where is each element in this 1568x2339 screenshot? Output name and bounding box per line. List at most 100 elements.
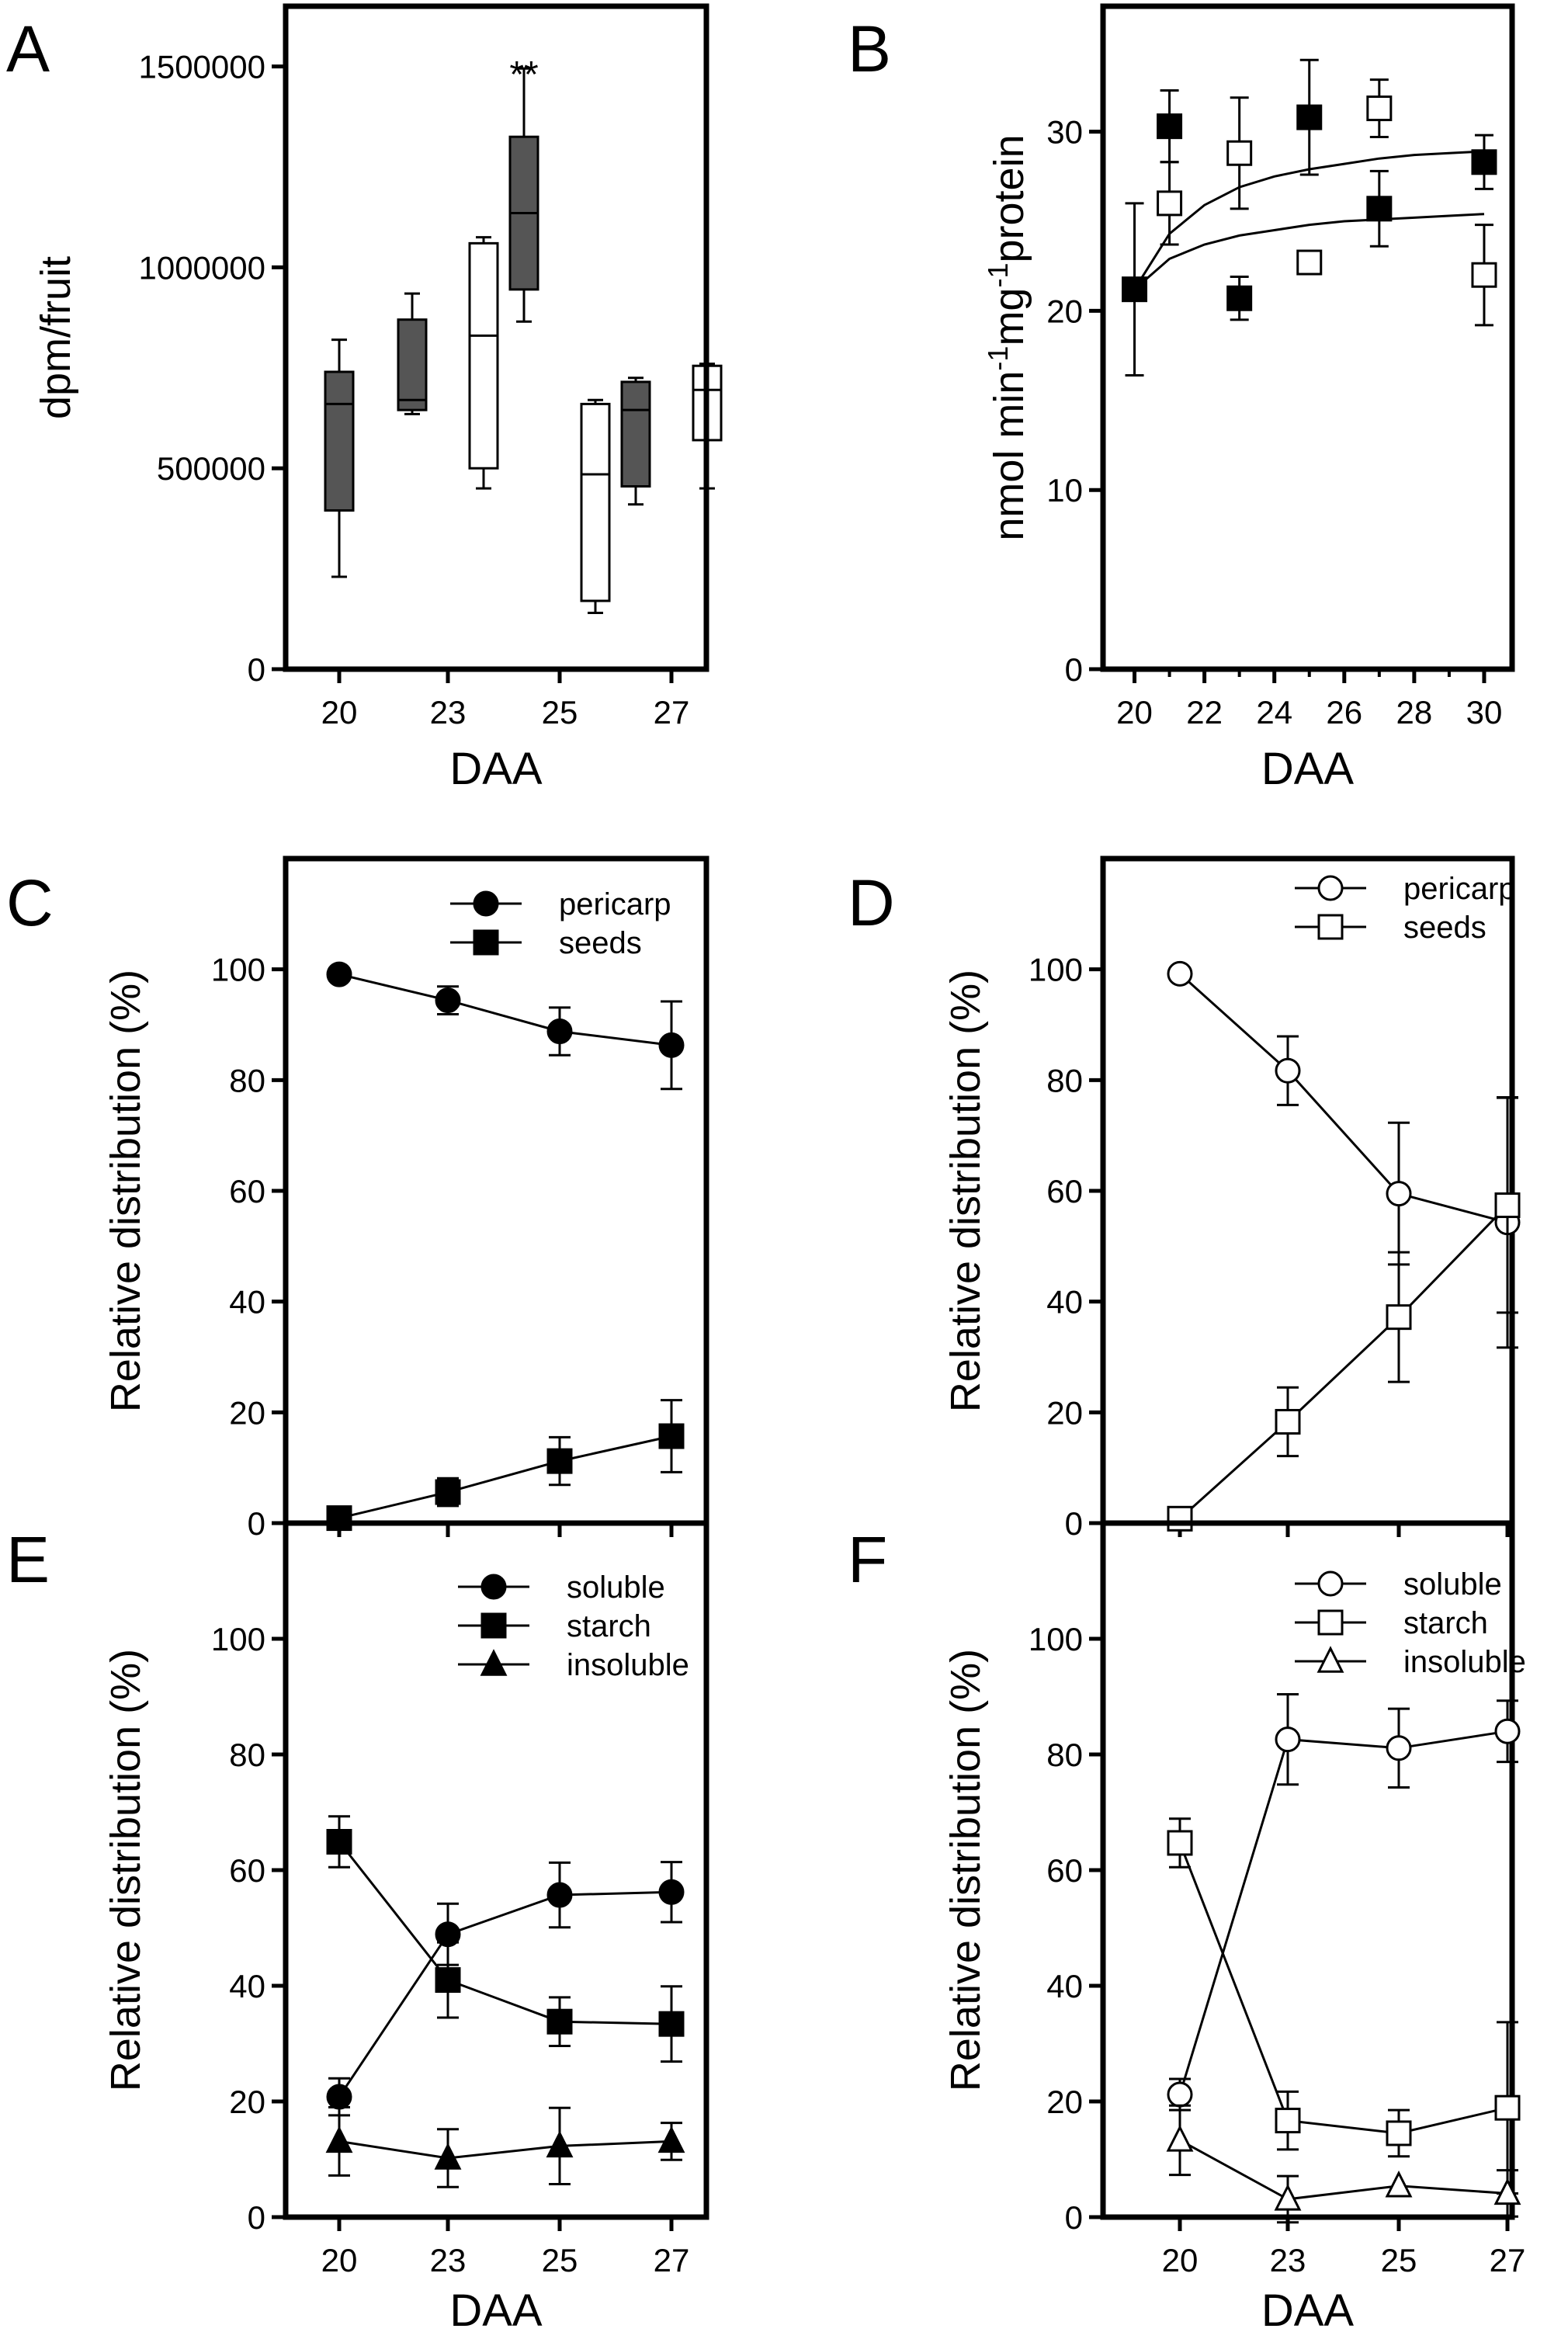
legend-item-insoluble: insoluble (458, 1648, 689, 1682)
series-line (338, 2139, 672, 2160)
x-axis-label: DAA (449, 744, 543, 794)
data-point (326, 961, 352, 987)
plot-frame (283, 3, 709, 672)
box (324, 370, 355, 512)
y-tick-label: 60 (1046, 1173, 1083, 1209)
legend-marker (473, 890, 499, 917)
series-line (1178, 1842, 1508, 2135)
data-point (435, 987, 461, 1014)
legend-label: insoluble (1403, 1645, 1526, 1679)
legend-marker (1316, 1646, 1344, 1673)
y-tick-label: 40 (1046, 1968, 1083, 2004)
x-axis-label: DAA (449, 2285, 543, 2336)
y-axis-label-part: nmol min (986, 371, 1032, 541)
legend-item-seeds: seeds (450, 926, 642, 960)
data-point (326, 1828, 352, 1855)
y-tick-label: 100 (1029, 952, 1083, 988)
box (468, 241, 499, 470)
box-plot-23-dark (397, 292, 428, 415)
data-point (546, 2008, 573, 2035)
y-tick-label: 40 (229, 1968, 265, 2004)
fit-curve (1133, 213, 1485, 290)
y-axis-label-part: mg (986, 288, 1032, 346)
x-tick-label: 25 (1381, 2242, 1417, 2278)
legend-label: soluble (567, 1570, 665, 1605)
x-tick-label: 23 (430, 694, 467, 731)
data-point (1366, 95, 1393, 122)
y-tick-label: 1500000 (138, 49, 265, 85)
data-point (435, 1967, 461, 1994)
legend-marker (480, 1649, 508, 1676)
data-point (658, 1879, 685, 1905)
box (620, 380, 651, 488)
y-axis-label-part: protein (986, 134, 1032, 262)
panel-letter-b: B (848, 12, 891, 85)
panel-d: D 0 20 40 60 80 100 Relative distribution (%) p… (848, 855, 1521, 1542)
data-point (1296, 249, 1323, 276)
series-seeds (326, 1399, 685, 1532)
legend-item-pericarp: pericarp (1295, 872, 1516, 906)
x-tick-label: 20 (1116, 694, 1153, 731)
y-tick-label: 60 (229, 1852, 265, 1889)
series-soluble (326, 1861, 685, 2117)
legend-marker (473, 929, 499, 956)
y-axis-label-exponent: -1 (982, 263, 1014, 288)
legend-item-starch: starch (1295, 1606, 1488, 1640)
legend-label: pericarp (1403, 872, 1516, 906)
data-point (657, 2126, 685, 2153)
data-point (658, 1423, 685, 1449)
data-point (1386, 2120, 1412, 2146)
data-point (1494, 1718, 1521, 1744)
x-tick-label: 23 (1270, 2242, 1306, 2278)
y-tick-label: 20 (1046, 293, 1083, 329)
legend-item-soluble: soluble (1295, 1567, 1502, 1602)
y-tick-label: 60 (229, 1173, 265, 1209)
data-point (546, 1448, 573, 1474)
series-line (338, 1435, 672, 1520)
panel-a: A 0 500000 1000000 1500000 20 23 25 27 DAA dpm/fr… (6, 3, 723, 794)
data-point (1166, 2125, 1194, 2152)
y-tick-label: 0 (248, 651, 265, 688)
y-tick-label: 20 (229, 2084, 265, 2120)
data-point (1386, 1304, 1412, 1331)
series-line (338, 1841, 672, 2025)
series-soluble (1167, 1693, 1521, 2112)
data-point (435, 1479, 461, 1505)
box-plot-23-light (468, 236, 499, 490)
series-line (1178, 1204, 1509, 1520)
data-point (1494, 1192, 1521, 1219)
data-point (1275, 1726, 1301, 1753)
box (397, 318, 428, 411)
y-tick-label: 80 (1046, 1737, 1083, 1773)
box-plot-25-dark (508, 67, 539, 323)
data-point (1366, 196, 1393, 222)
x-tick-label: 25 (542, 2242, 578, 2278)
series-seeds (1167, 1096, 1521, 1532)
data-point (325, 2126, 353, 2153)
x-tick-label: 22 (1186, 694, 1223, 731)
y-axis-label: dpm/fruit (33, 256, 79, 419)
data-point (1122, 276, 1148, 303)
data-point (1386, 1181, 1412, 1207)
y-axis-label: Relative distribution (%) (942, 970, 989, 1412)
legend-label: starch (1403, 1606, 1488, 1640)
y-axis-label: Relative distribution (%) (942, 1649, 989, 2091)
data-point (658, 2011, 685, 2037)
series-insoluble (1166, 2104, 1521, 2224)
x-axis-label: DAA (1261, 2285, 1355, 2336)
legend-item-starch: starch (458, 1609, 651, 1643)
data-point (1157, 190, 1183, 217)
series-pericarp (1167, 960, 1521, 1349)
legend-label: pericarp (559, 887, 671, 921)
y-tick-label: 20 (1046, 2084, 1083, 2120)
panel-letter-d: D (848, 866, 895, 939)
legend-label: seeds (1403, 911, 1486, 945)
data-point (1157, 113, 1183, 140)
data-point (1167, 960, 1193, 987)
data-point (546, 1019, 573, 1045)
y-tick-label: 0 (1065, 1505, 1083, 1542)
y-tick-label: 0 (1065, 2199, 1083, 2236)
legend-marker (1317, 1570, 1344, 1597)
y-tick-label: 30 (1046, 114, 1083, 151)
